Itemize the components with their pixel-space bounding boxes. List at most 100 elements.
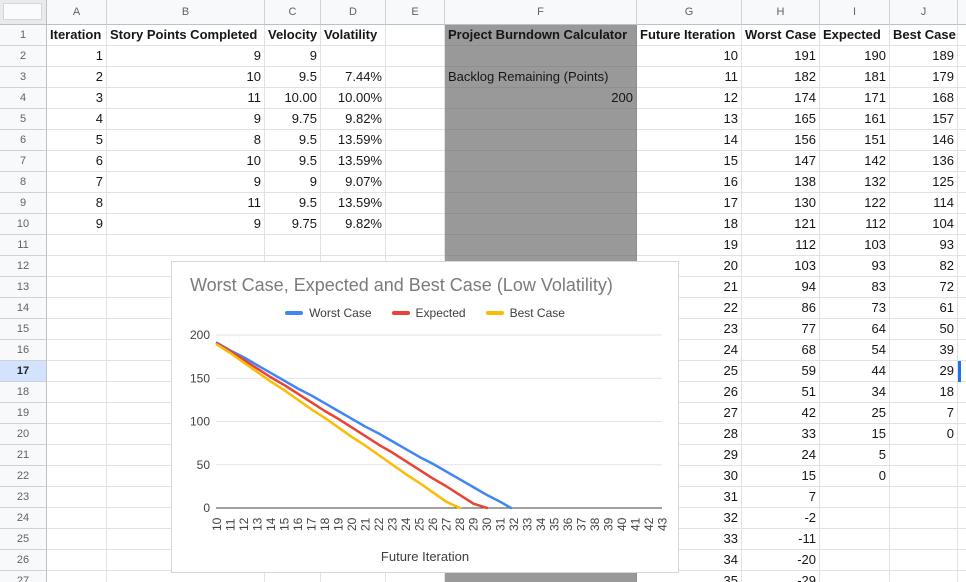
select-all-corner[interactable] <box>0 0 47 25</box>
cell-E27[interactable] <box>386 571 445 582</box>
cell-G1[interactable]: Future Iteration <box>637 25 742 46</box>
cell-F5[interactable] <box>445 109 637 130</box>
cell-A22[interactable] <box>47 466 107 487</box>
cell-F8[interactable] <box>445 172 637 193</box>
cell-A10[interactable]: 9 <box>47 214 107 235</box>
cell-H22[interactable]: 15 <box>742 466 820 487</box>
row-header-2[interactable]: 2 <box>0 46 47 67</box>
cell-I11[interactable]: 103 <box>820 235 890 256</box>
cell-H10[interactable]: 121 <box>742 214 820 235</box>
cell-H6[interactable]: 156 <box>742 130 820 151</box>
cell-H12[interactable]: 103 <box>742 256 820 277</box>
cell-J16[interactable]: 39 <box>890 340 958 361</box>
cell-H23[interactable]: 7 <box>742 487 820 508</box>
embedded-chart[interactable]: Worst Case, Expected and Best Case (Low … <box>171 261 679 573</box>
cell-I24[interactable] <box>820 508 890 529</box>
cell-K16[interactable] <box>958 340 966 361</box>
cell-J19[interactable]: 7 <box>890 403 958 424</box>
cell-A9[interactable]: 8 <box>47 193 107 214</box>
cell-D2[interactable] <box>321 46 386 67</box>
cell-H13[interactable]: 94 <box>742 277 820 298</box>
cell-K25[interactable] <box>958 529 966 550</box>
row-header-9[interactable]: 9 <box>0 193 47 214</box>
row-header-20[interactable]: 20 <box>0 424 47 445</box>
row-header-3[interactable]: 3 <box>0 67 47 88</box>
cell-H4[interactable]: 174 <box>742 88 820 109</box>
cell-E1[interactable] <box>386 25 445 46</box>
row-header-1[interactable]: 1 <box>0 25 47 46</box>
row-header-16[interactable]: 16 <box>0 340 47 361</box>
cell-H18[interactable]: 51 <box>742 382 820 403</box>
cell-D27[interactable] <box>321 571 386 582</box>
cell-I17[interactable]: 44 <box>820 361 890 382</box>
row-header-7[interactable]: 7 <box>0 151 47 172</box>
row-header-11[interactable]: 11 <box>0 235 47 256</box>
cell-A26[interactable] <box>47 550 107 571</box>
cell-H21[interactable]: 24 <box>742 445 820 466</box>
cell-K6[interactable] <box>958 130 966 151</box>
cell-K14[interactable] <box>958 298 966 319</box>
cell-I25[interactable] <box>820 529 890 550</box>
cell-I15[interactable]: 64 <box>820 319 890 340</box>
cell-I1[interactable]: Expected <box>820 25 890 46</box>
cell-J10[interactable]: 104 <box>890 214 958 235</box>
cell-I14[interactable]: 73 <box>820 298 890 319</box>
cell-A2[interactable]: 1 <box>47 46 107 67</box>
column-header-I[interactable]: I <box>820 0 890 25</box>
cell-A15[interactable] <box>47 319 107 340</box>
cell-A4[interactable]: 3 <box>47 88 107 109</box>
cell-I2[interactable]: 190 <box>820 46 890 67</box>
cell-F3[interactable]: Backlog Remaining (Points) <box>445 67 637 88</box>
cell-H9[interactable]: 130 <box>742 193 820 214</box>
column-header-D[interactable]: D <box>321 0 386 25</box>
cell-C2[interactable]: 9 <box>265 46 321 67</box>
cell-G6[interactable]: 14 <box>637 130 742 151</box>
cell-F6[interactable] <box>445 130 637 151</box>
cell-H5[interactable]: 165 <box>742 109 820 130</box>
cell-J24[interactable] <box>890 508 958 529</box>
cell-J21[interactable] <box>890 445 958 466</box>
cell-E3[interactable] <box>386 67 445 88</box>
cell-K10[interactable] <box>958 214 966 235</box>
cell-B9[interactable]: 11 <box>107 193 265 214</box>
cell-A8[interactable]: 7 <box>47 172 107 193</box>
row-header-10[interactable]: 10 <box>0 214 47 235</box>
column-header-A[interactable]: A <box>47 0 107 25</box>
cell-K20[interactable] <box>958 424 966 445</box>
cell-H20[interactable]: 33 <box>742 424 820 445</box>
cell-C9[interactable]: 9.5 <box>265 193 321 214</box>
row-header-26[interactable]: 26 <box>0 550 47 571</box>
cell-K3[interactable] <box>958 67 966 88</box>
cell-K8[interactable] <box>958 172 966 193</box>
cell-D9[interactable]: 13.59% <box>321 193 386 214</box>
column-header-B[interactable]: B <box>107 0 265 25</box>
cell-K4[interactable] <box>958 88 966 109</box>
cell-K13[interactable] <box>958 277 966 298</box>
cell-H27[interactable]: -29 <box>742 571 820 582</box>
cell-I18[interactable]: 34 <box>820 382 890 403</box>
cell-I8[interactable]: 132 <box>820 172 890 193</box>
column-header-F[interactable]: F <box>445 0 637 25</box>
cell-D1[interactable]: Volatility <box>321 25 386 46</box>
cell-I13[interactable]: 83 <box>820 277 890 298</box>
column-header-E[interactable]: E <box>386 0 445 25</box>
row-header-13[interactable]: 13 <box>0 277 47 298</box>
cell-F1[interactable]: Project Burndown Calculator <box>445 25 637 46</box>
cell-C3[interactable]: 9.5 <box>265 67 321 88</box>
cell-E11[interactable] <box>386 235 445 256</box>
cell-I10[interactable]: 112 <box>820 214 890 235</box>
row-header-22[interactable]: 22 <box>0 466 47 487</box>
cell-G27[interactable]: 35 <box>637 571 742 582</box>
cell-I27[interactable] <box>820 571 890 582</box>
cell-A14[interactable] <box>47 298 107 319</box>
cell-A17[interactable] <box>47 361 107 382</box>
cell-C5[interactable]: 9.75 <box>265 109 321 130</box>
cell-H17[interactable]: 59 <box>742 361 820 382</box>
cell-H11[interactable]: 112 <box>742 235 820 256</box>
cell-K15[interactable] <box>958 319 966 340</box>
cell-E9[interactable] <box>386 193 445 214</box>
cell-F7[interactable] <box>445 151 637 172</box>
cell-B27[interactable] <box>107 571 265 582</box>
cell-K22[interactable] <box>958 466 966 487</box>
cell-J14[interactable]: 61 <box>890 298 958 319</box>
